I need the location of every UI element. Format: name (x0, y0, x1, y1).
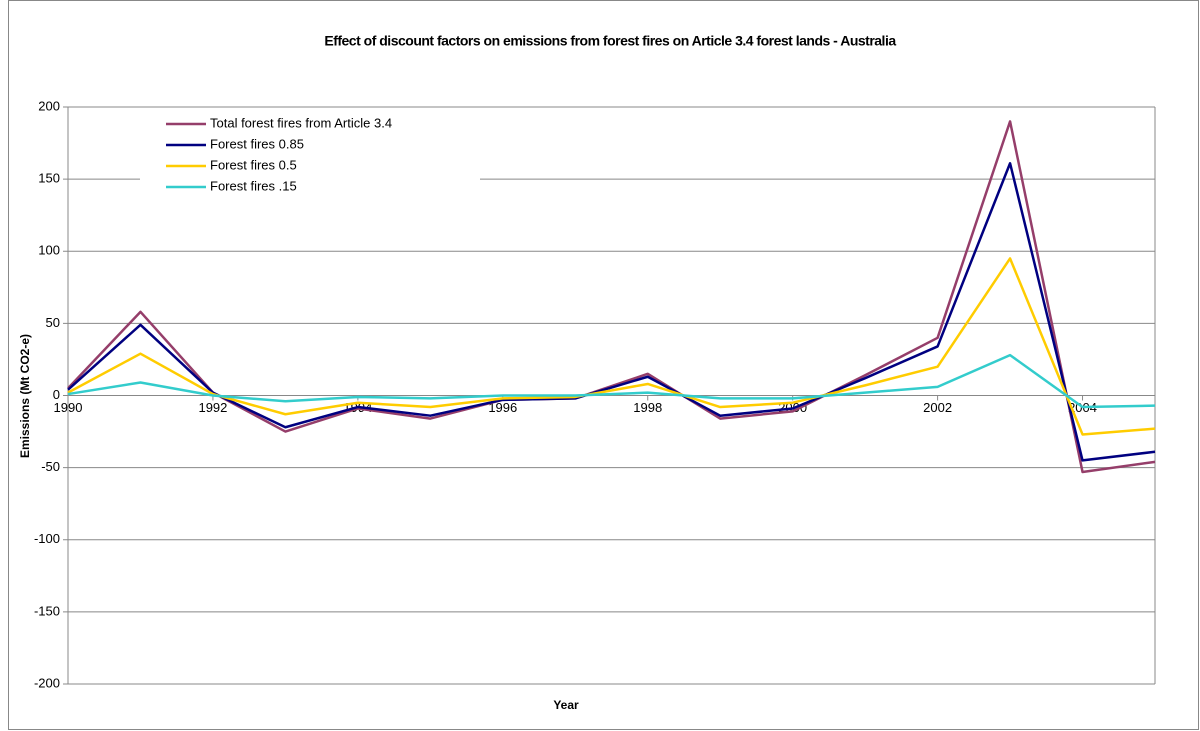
y-tick-label: 0 (53, 387, 60, 402)
x-tick-label: 2002 (923, 400, 952, 415)
x-tick-label: 1992 (198, 400, 227, 415)
y-axis-title: Emissions (Mt CO2-e) (18, 334, 32, 458)
legend-label: Forest fires .15 (210, 178, 297, 193)
legend-label: Forest fires 0.85 (210, 136, 304, 151)
x-axis-title: Year (553, 698, 579, 712)
y-tick-label: -50 (41, 459, 60, 474)
x-tick-label: 1990 (54, 400, 83, 415)
x-tick-label: 1996 (488, 400, 517, 415)
series-line (67, 257, 1156, 436)
y-tick-label: -200 (34, 675, 60, 690)
chart-title: Effect of discount factors on emissions … (324, 33, 896, 49)
x-tick-label: 1998 (633, 400, 662, 415)
series-line (67, 353, 1156, 409)
y-tick-label: -150 (34, 603, 60, 618)
y-tick-label: -100 (34, 531, 60, 546)
y-tick-label: 100 (38, 243, 60, 258)
y-tick-label: 200 (38, 98, 60, 113)
y-tick-label: 150 (38, 171, 60, 186)
series-line (67, 162, 1156, 462)
legend-label: Total forest fires from Article 3.4 (210, 115, 392, 130)
series-line (67, 120, 1156, 474)
legend-box (140, 112, 480, 208)
y-tick-label: 50 (46, 315, 60, 330)
legend-label: Forest fires 0.5 (210, 157, 297, 172)
